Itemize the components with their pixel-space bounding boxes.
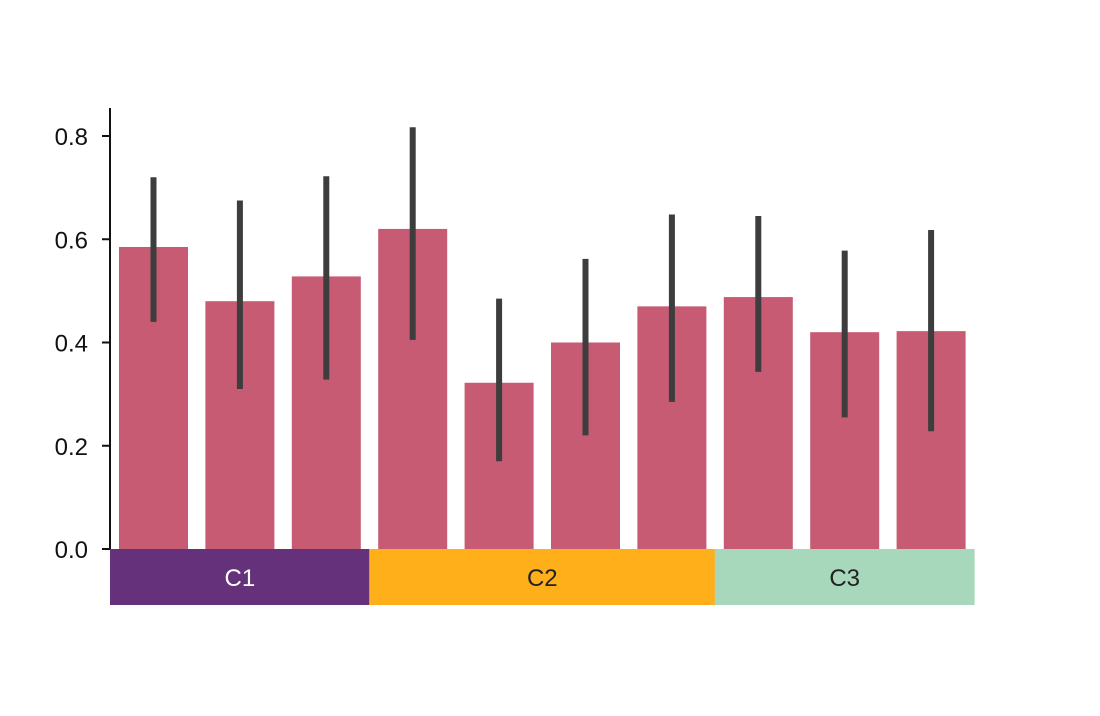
group-band-c1 [110,549,370,605]
group-band-c3 [714,549,975,605]
errorbars-layer [150,127,935,462]
bars-layer [119,228,966,550]
y-tick-label: 0.0 [55,537,88,564]
y-tick-label: 0.6 [55,227,88,254]
group-bands: C1 C2 C3 [110,549,975,605]
y-tick-label: 0.4 [55,331,88,358]
y-tick-label: 0.8 [55,124,88,151]
group-band-c2 [369,549,716,605]
y-axis: 0.0 0.2 0.4 0.6 0.8 [55,108,111,564]
group-label-c1: C1 [225,565,256,592]
y-tick-label: 0.2 [55,434,88,461]
group-label-c2: C2 [527,565,558,592]
group-label-c3: C3 [829,565,860,592]
